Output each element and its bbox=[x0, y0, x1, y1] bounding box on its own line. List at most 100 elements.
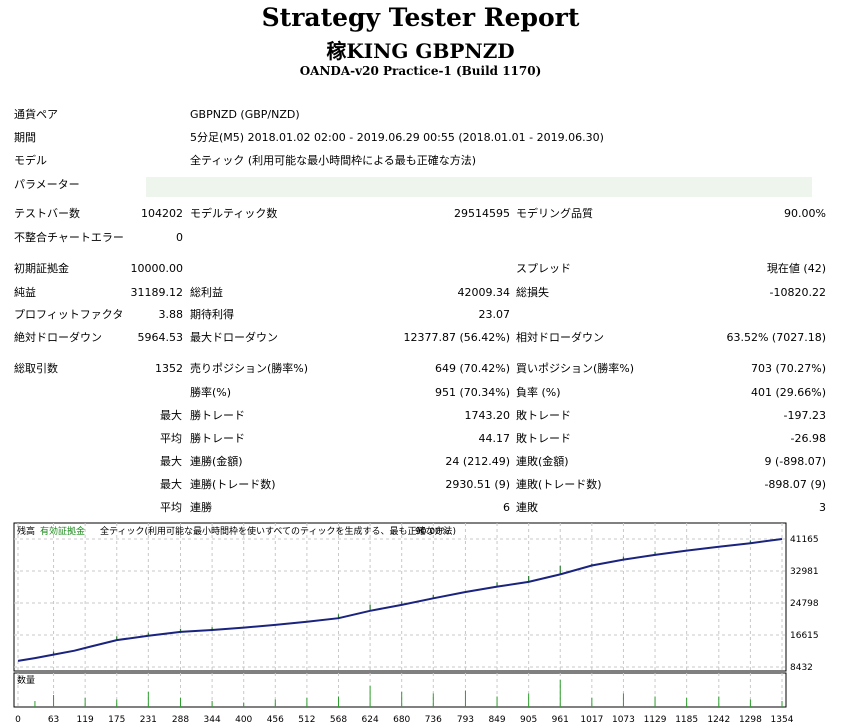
avg-win-label: 勝トレード bbox=[190, 432, 245, 445]
x-tick-label: 568 bbox=[330, 715, 347, 725]
gross-loss-value: -10820.22 bbox=[769, 286, 826, 299]
y-tick-label: 32981 bbox=[790, 567, 819, 577]
abs-dd-label: 絶対ドローダウン bbox=[14, 331, 102, 344]
long-positions-label: 買いポジション(勝率%) bbox=[516, 362, 635, 375]
x-tick-label: 119 bbox=[77, 715, 94, 725]
y-tick-label: 41165 bbox=[790, 535, 819, 545]
period-label: 期間 bbox=[14, 131, 36, 144]
y-tick-label: 16615 bbox=[790, 631, 819, 641]
largest-loss-value: -197.23 bbox=[783, 409, 826, 422]
avg-label: 平均 bbox=[160, 432, 182, 445]
total-trades-value: 1352 bbox=[155, 362, 183, 375]
x-tick-label: 961 bbox=[552, 715, 569, 725]
quality-value: 90.00% bbox=[784, 207, 826, 220]
balance-line bbox=[17, 538, 783, 662]
balance-chart: 残高 有効証拠金 全ティック(利用可能な最小時間枠を使いすべてのティックを生成す… bbox=[13, 522, 819, 725]
legend-equity: 有効証拠金 bbox=[40, 525, 85, 537]
max-consec-win-label: 連勝(金額) bbox=[190, 455, 243, 468]
x-tick-label: 736 bbox=[425, 715, 442, 725]
avg-label: 平均 bbox=[160, 501, 182, 514]
largest-win-value: 1743.20 bbox=[464, 409, 511, 422]
avg-consec-loss-label: 連敗 bbox=[516, 501, 538, 514]
volume-plot-frame bbox=[13, 672, 787, 708]
x-tick-label: 0 bbox=[15, 715, 21, 725]
x-tick-label: 512 bbox=[298, 715, 315, 725]
max-consec-loss-label: 連敗(金額) bbox=[516, 455, 569, 468]
x-tick-label: 624 bbox=[362, 715, 379, 725]
pair-label: 通貨ペア bbox=[14, 108, 58, 121]
largest-loss-label: 敗トレード bbox=[516, 409, 571, 422]
long-positions-value: 703 (70.27%) bbox=[750, 362, 826, 375]
win-pct-value: 951 (70.34%) bbox=[434, 386, 510, 399]
mismatch-value: 0 bbox=[176, 231, 183, 244]
x-tick-label: 1298 bbox=[739, 715, 762, 725]
main-plot-frame bbox=[13, 522, 787, 672]
largest-win-label: 勝トレード bbox=[190, 409, 245, 422]
pf-label: プロフィットファクタ bbox=[14, 308, 124, 321]
report-title: Strategy Tester Report bbox=[261, 3, 580, 32]
loss-pct-label: 負率 (%) bbox=[516, 386, 561, 399]
legend-balance: 残高 bbox=[17, 525, 35, 537]
quality-label: モデリング品質 bbox=[516, 207, 593, 220]
x-tick-label: 63 bbox=[48, 715, 59, 725]
avg-loss-value: -26.98 bbox=[790, 432, 826, 445]
x-tick-label: 344 bbox=[204, 715, 221, 725]
max-consec-profit-label: 連勝(トレード数) bbox=[190, 478, 276, 491]
max-label: 最大 bbox=[160, 409, 182, 422]
x-tick-label: 1354 bbox=[771, 715, 794, 725]
deposit-label: 初期証拠金 bbox=[14, 262, 69, 275]
max-consec-profit-value: 2930.51 (9) bbox=[445, 478, 510, 491]
max-consec-lossamt-label: 連敗(トレード数) bbox=[516, 478, 602, 491]
max-consec-win-value: 24 (212.49) bbox=[445, 455, 510, 468]
max-label: 最大 bbox=[160, 478, 182, 491]
max-dd-label: 最大ドローダウン bbox=[190, 331, 278, 344]
x-tick-label: 175 bbox=[108, 715, 125, 725]
x-tick-label: 1017 bbox=[580, 715, 603, 725]
x-tick-label: 456 bbox=[267, 715, 284, 725]
avg-consec-win-value: 6 bbox=[503, 501, 510, 514]
server-build: OANDA-v20 Practice-1 (Build 1170) bbox=[299, 64, 542, 78]
x-tick-label: 1073 bbox=[612, 715, 635, 725]
y-tick-label: 24798 bbox=[790, 599, 819, 609]
max-dd-value: 12377.87 (56.42%) bbox=[403, 331, 510, 344]
x-tick-label: 400 bbox=[235, 715, 252, 725]
net-profit-value: 31189.12 bbox=[130, 286, 184, 299]
model-label: モデル bbox=[14, 154, 47, 167]
avg-consec-win-label: 連勝 bbox=[190, 501, 212, 514]
rel-dd-label: 相対ドローダウン bbox=[516, 331, 604, 344]
legend-model: 全ティック(利用可能な最小時間枠を使いすべてのティックを生成する、最も正確な方法… bbox=[100, 525, 456, 537]
deposit-value: 10000.00 bbox=[130, 262, 184, 275]
max-label: 最大 bbox=[160, 455, 182, 468]
y-tick-label: 8432 bbox=[790, 663, 813, 673]
params-label: パラメーター bbox=[14, 178, 80, 191]
short-positions-value: 649 (70.42%) bbox=[434, 362, 510, 375]
loss-pct-value: 401 (29.66%) bbox=[750, 386, 826, 399]
avg-consec-loss-value: 3 bbox=[819, 501, 826, 514]
net-profit-label: 純益 bbox=[14, 286, 36, 299]
rel-dd-value: 63.52% (7027.18) bbox=[726, 331, 826, 344]
total-trades-label: 総取引数 bbox=[14, 362, 58, 375]
max-consec-loss-value: 9 (-898.07) bbox=[764, 455, 826, 468]
pf-value: 3.88 bbox=[158, 308, 184, 321]
ticks-value: 29514595 bbox=[454, 207, 510, 220]
legend-quality: 90.00% bbox=[415, 527, 450, 537]
expected-label: 期待利得 bbox=[190, 308, 234, 321]
ticks-label: モデルティック数 bbox=[190, 207, 278, 220]
mismatch-label: 不整合チャートエラー bbox=[14, 231, 124, 244]
x-tick-label: 288 bbox=[172, 715, 189, 725]
report-subtitle: 稼KING GBPNZD bbox=[326, 39, 515, 63]
x-tick-label: 1129 bbox=[644, 715, 667, 725]
gross-loss-label: 総損失 bbox=[516, 286, 549, 299]
x-tick-label: 793 bbox=[457, 715, 474, 725]
max-consec-lossamt-value: -898.07 (9) bbox=[764, 478, 826, 491]
model-value: 全ティック (利用可能な最小時間枠による最も正確な方法) bbox=[190, 154, 477, 167]
x-tick-label: 1242 bbox=[707, 715, 730, 725]
gross-profit-value: 42009.34 bbox=[457, 286, 511, 299]
avg-loss-label: 敗トレード bbox=[516, 432, 571, 445]
x-tick-label: 231 bbox=[140, 715, 157, 725]
x-tick-label: 905 bbox=[520, 715, 537, 725]
abs-dd-value: 5964.53 bbox=[137, 331, 184, 344]
x-tick-label: 680 bbox=[393, 715, 410, 725]
gross-profit-label: 総利益 bbox=[190, 286, 223, 299]
avg-win-value: 44.17 bbox=[478, 432, 511, 445]
